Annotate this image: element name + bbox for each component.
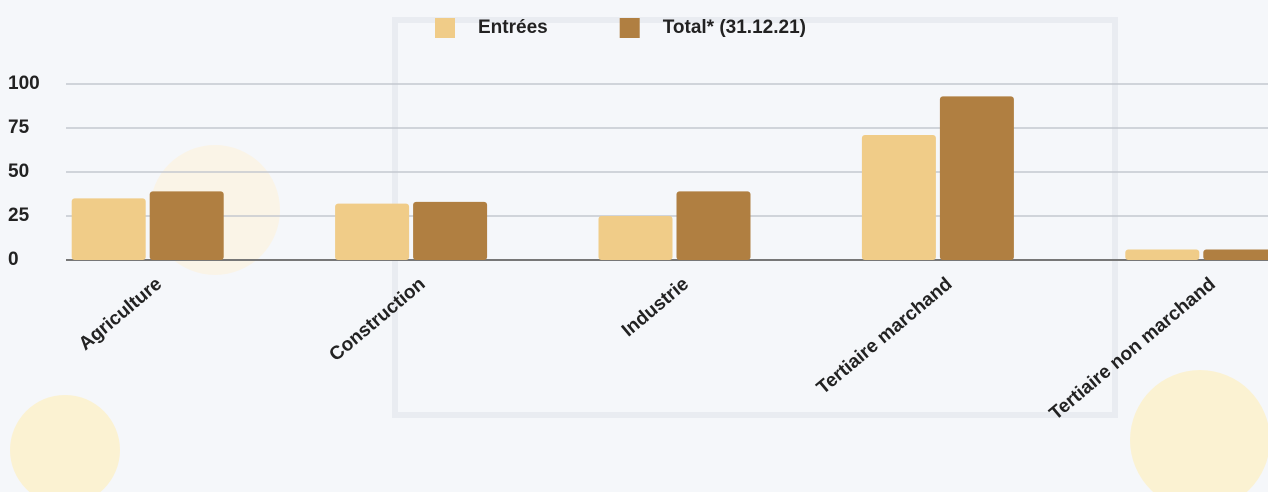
y-tick-label: 50 xyxy=(8,161,29,182)
legend-swatch xyxy=(435,18,455,38)
bar xyxy=(1125,249,1200,260)
bar xyxy=(861,135,936,260)
bar xyxy=(598,216,673,260)
bar xyxy=(676,191,751,260)
bar xyxy=(1203,249,1268,260)
y-tick-label: 25 xyxy=(8,205,30,226)
y-tick-label: 0 xyxy=(8,249,19,270)
bar xyxy=(71,198,146,260)
legend-label: Total* (31.12.21) xyxy=(663,17,806,38)
y-tick-label: 100 xyxy=(8,73,40,94)
y-tick-label: 75 xyxy=(8,117,30,138)
bar xyxy=(413,201,488,260)
bar xyxy=(149,191,224,260)
background-figure xyxy=(10,395,120,492)
background-figure xyxy=(1130,370,1268,492)
bar xyxy=(335,203,410,260)
legend-swatch xyxy=(619,18,640,38)
legend-label: Entrées xyxy=(478,17,548,38)
bar xyxy=(939,96,1014,260)
